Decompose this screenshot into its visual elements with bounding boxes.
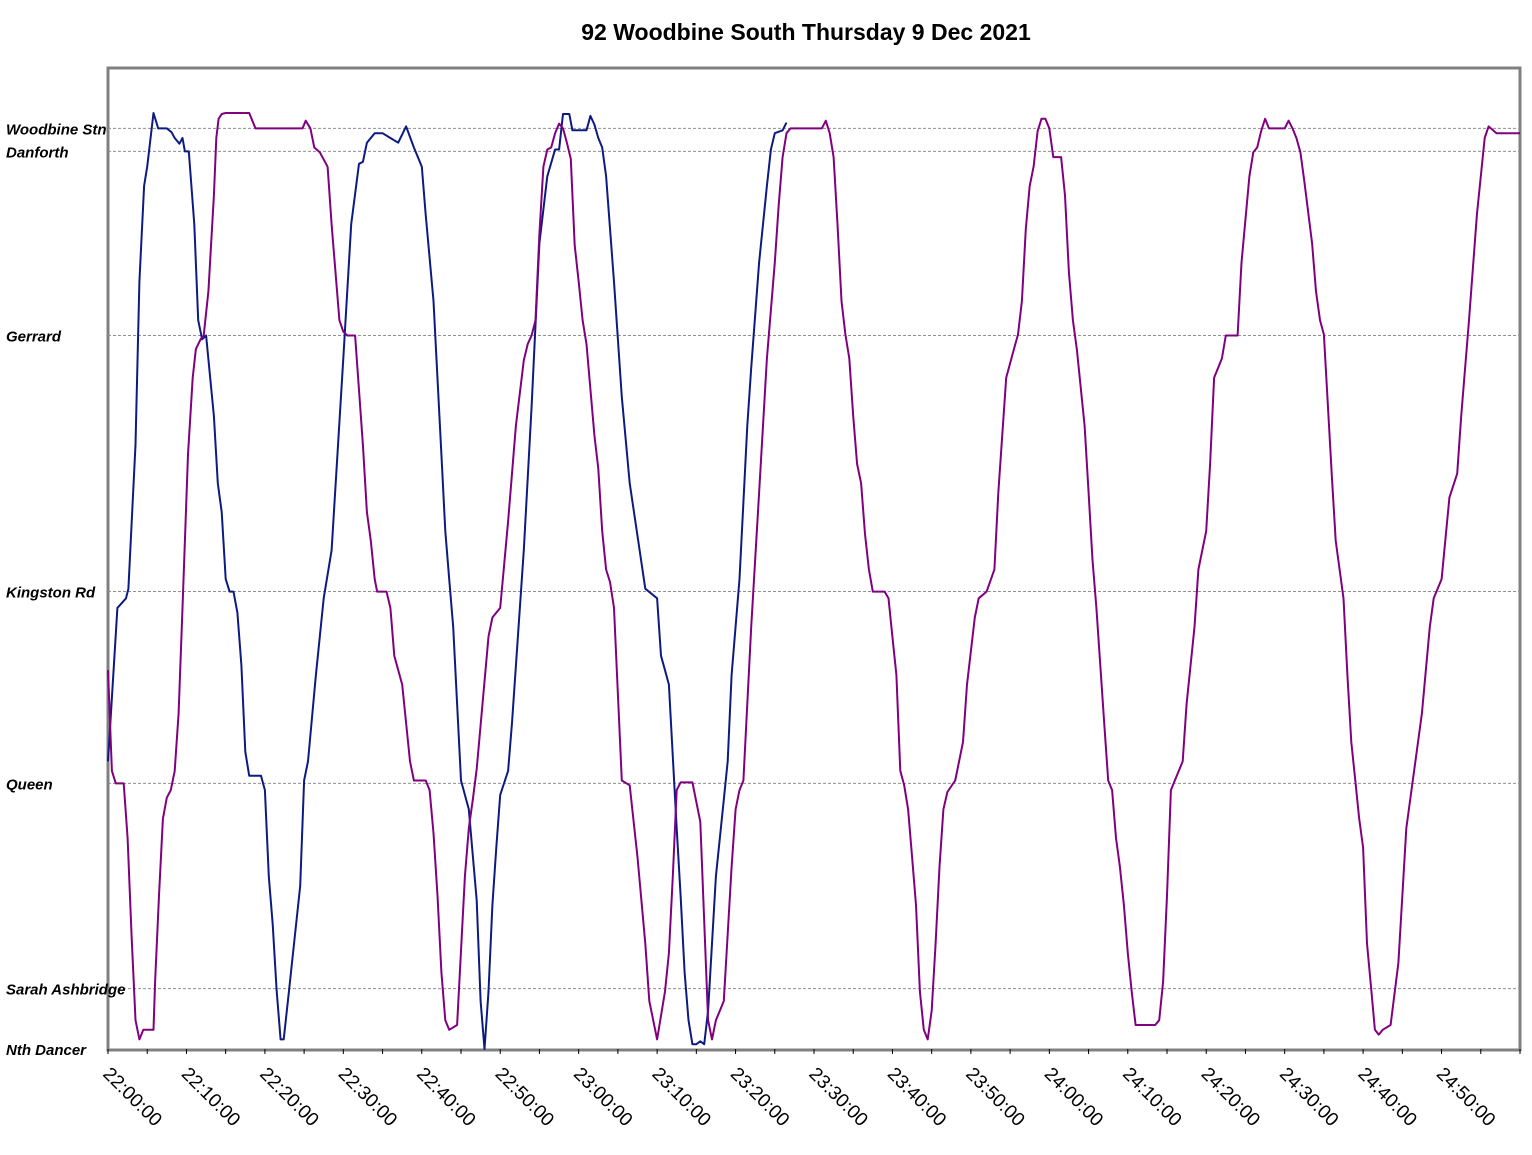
x-tick-label: 24:10:00	[1118, 1064, 1185, 1131]
stop-label-woodbine-stn: Woodbine Stn	[6, 121, 107, 138]
plot-area	[106, 66, 1522, 1052]
x-tick-label: 23:30:00	[804, 1064, 871, 1131]
x-tick-label: 24:00:00	[1040, 1064, 1107, 1131]
x-tick-label: 24:40:00	[1354, 1064, 1421, 1131]
stop-labels: Woodbine Stn Danforth Gerrard Kingston Rd Qu…	[6, 121, 125, 1059]
stop-label-danforth: Danforth	[6, 144, 69, 161]
series-line-bus-2	[107, 112, 1520, 1041]
x-tick-label: 23:40:00	[883, 1064, 950, 1131]
series-line-bus-1	[107, 112, 788, 1050]
x-tick-label: 23:50:00	[961, 1064, 1028, 1131]
stop-label-sarah-ashbridge: Sarah Ashbridge	[6, 982, 125, 999]
x-tick-label: 22:30:00	[334, 1064, 401, 1131]
x-tick-label: 22:50:00	[491, 1064, 558, 1131]
x-tick-label: 22:10:00	[177, 1064, 244, 1131]
x-tick-label: 22:00:00	[98, 1064, 165, 1131]
chart-title: 92 Woodbine South Thursday 9 Dec 2021	[581, 19, 1031, 45]
x-tick-label: 22:40:00	[412, 1064, 479, 1131]
x-tick-label: 24:20:00	[1197, 1064, 1264, 1131]
stop-label-queen: Queen	[6, 776, 53, 793]
x-tick-label: 24:30:00	[1275, 1064, 1342, 1131]
x-tick-label: 23:00:00	[569, 1064, 636, 1131]
x-tick-label: 23:20:00	[726, 1064, 793, 1131]
stop-label-gerrard: Gerrard	[6, 329, 62, 346]
x-tick-label: 23:10:00	[648, 1064, 715, 1131]
x-tick-label: 24:50:00	[1432, 1064, 1499, 1131]
stop-label-nth-dancer: Nth Dancer	[6, 1042, 87, 1059]
series-lines	[107, 112, 1520, 1050]
x-tick-label: 22:20:00	[255, 1064, 322, 1131]
stop-label-kingston-rd: Kingston Rd	[6, 585, 96, 602]
x-axis: 22:00:00 22:10:00 22:20:00 22:30:00 22:40:00…	[98, 1049, 1521, 1131]
